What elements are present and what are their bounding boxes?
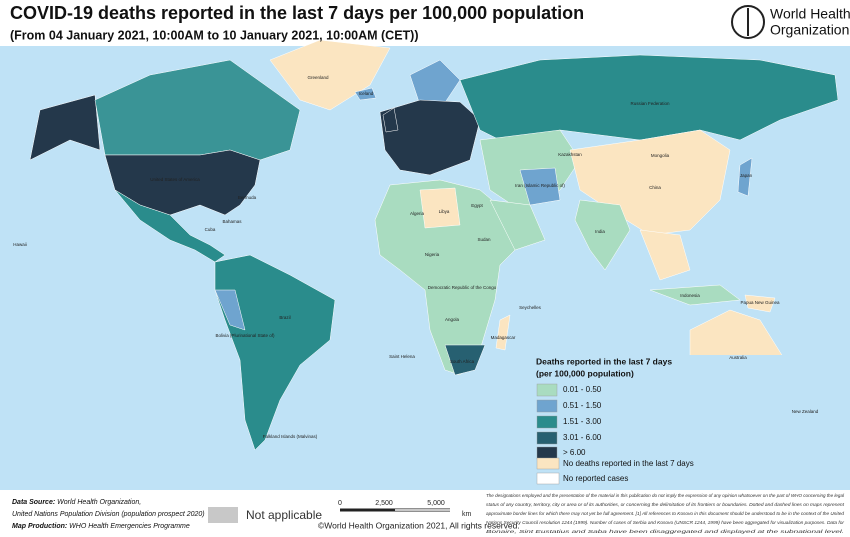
legend-label: 0.01 - 0.50: [563, 385, 602, 394]
map-label: Falkland Islands (Malvinas): [263, 434, 318, 439]
legend-label: 3.01 - 6.00: [563, 433, 602, 442]
map-label: Kazakhstan: [558, 152, 582, 157]
scale-label: km: [462, 511, 472, 518]
map-label: Libya: [439, 209, 450, 214]
uk: [382, 107, 399, 133]
legend-swatch: [536, 383, 558, 397]
map-label: Bahamas: [222, 219, 242, 224]
land: [29, 39, 839, 451]
legend-swatch: [536, 399, 558, 413]
legend-swatch: [536, 446, 558, 460]
map-label: Madagascar: [491, 335, 516, 340]
map-label: Sudan: [477, 237, 491, 242]
map-production-label: Map Production:: [12, 523, 67, 530]
iran: [519, 167, 561, 206]
southeast-asia: [639, 229, 691, 281]
map-label: South Africa: [450, 359, 475, 364]
legend-label: No deaths reported in the last 7 days: [563, 459, 694, 468]
papua-new-guinea: [744, 294, 776, 313]
legend-swatch: [536, 472, 560, 485]
logo-text: World Health: [770, 6, 850, 22]
legend-swatch: [536, 457, 560, 470]
arabia: [489, 199, 546, 251]
map-label: New Zealand: [792, 409, 819, 414]
legend-label: 0.51 - 1.50: [563, 401, 602, 410]
data-source-line2: United Nations Population Division (popu…: [12, 511, 205, 518]
south-africa: [444, 344, 486, 376]
map-label: United States of America: [150, 177, 200, 182]
map-label: Nigeria: [425, 252, 440, 257]
map-production: WHO Health Emergencies Programme: [69, 523, 190, 530]
indonesia: [649, 284, 741, 306]
disclaimer-line: Bonaire, Sint Eustatius and Saba have be…: [486, 529, 844, 534]
disclaimer-line: Nations Security Council resolution 1244…: [486, 520, 844, 525]
logo: [731, 5, 765, 39]
legend-label: 1.51 - 3.00: [563, 417, 602, 426]
peru: [214, 289, 246, 331]
scale-label: 2,500: [375, 500, 393, 507]
data-source-label: Data Source:: [12, 499, 55, 506]
japan: [737, 157, 753, 197]
map-label: Russian Federation: [630, 101, 670, 106]
copyright: ©World Health Organization 2021, All rig…: [318, 520, 520, 530]
map-label: Australia: [729, 355, 747, 360]
map-label: Cuba: [205, 227, 216, 232]
map-label: Democratic Republic of the Congo: [428, 285, 497, 290]
map-label: Mongolia: [651, 153, 670, 158]
logo-text: Organization: [770, 22, 849, 38]
europe: [379, 99, 481, 176]
footer-text: Data Source: World Health Organization,: [12, 499, 141, 506]
map-label: Iceland: [359, 91, 374, 96]
scandinavia: [409, 59, 461, 111]
legend-background: [533, 355, 850, 490]
map-label: Iran (Islamic Republic of): [515, 183, 565, 188]
disclaimer-line: status of any country, territory, city o…: [486, 502, 845, 507]
legend-label: > 6.00: [563, 448, 586, 457]
disclaimer-line: The designations employed and the presen…: [486, 493, 845, 498]
map-label: China: [649, 185, 661, 190]
logo-emblem: [731, 5, 765, 39]
scale-label: 0: [338, 500, 342, 507]
iceland: [354, 87, 377, 101]
map-label: Saint Helena: [389, 354, 415, 359]
greenland: [269, 39, 391, 111]
title: COVID-19 deaths reported in the last 7 d…: [10, 3, 584, 23]
map-label: Japan: [740, 173, 753, 178]
disclaimer-line: approximate border lines for which there…: [486, 511, 844, 516]
mexico-central-america: [114, 189, 226, 263]
map-label: Bolivia (Plurinational State of): [215, 333, 275, 338]
data-source: World Health Organization,: [57, 499, 141, 506]
map-label: Bermuda: [238, 195, 257, 200]
india: [574, 199, 631, 271]
madagascar: [495, 314, 511, 351]
legend-title: (per 100,000 population): [536, 368, 634, 378]
footer-text: Map Production: WHO Health Emergencies P…: [12, 523, 190, 530]
scale-label: 5,000: [427, 500, 445, 507]
not-applicable: Not applicable: [246, 508, 322, 522]
map-label: India: [595, 229, 605, 234]
map-label: Papua New Guinea: [740, 300, 780, 305]
map-label: Greenland: [307, 75, 329, 80]
map-label: Angola: [445, 317, 460, 322]
map-label: Indonesia: [680, 293, 700, 298]
map-label: Hawaii: [13, 242, 27, 247]
sahara-region: [419, 187, 461, 229]
legend-swatch: [536, 415, 558, 429]
south-america: [214, 254, 336, 451]
subtitle: (From 04 January 2021, 10:00AM to 10 Jan…: [10, 28, 419, 42]
map-label: Brazil: [279, 315, 290, 320]
legend-title: Deaths reported in the last 7 days: [536, 356, 672, 366]
legend-swatch: [536, 431, 558, 445]
alaska: [29, 94, 101, 161]
not-applicable-swatch: [208, 507, 238, 523]
map-label: Egypt: [471, 203, 483, 208]
map-label: Algeria: [410, 211, 425, 216]
legend-label: No reported cases: [563, 474, 628, 483]
map-label: Seychelles: [519, 305, 542, 310]
